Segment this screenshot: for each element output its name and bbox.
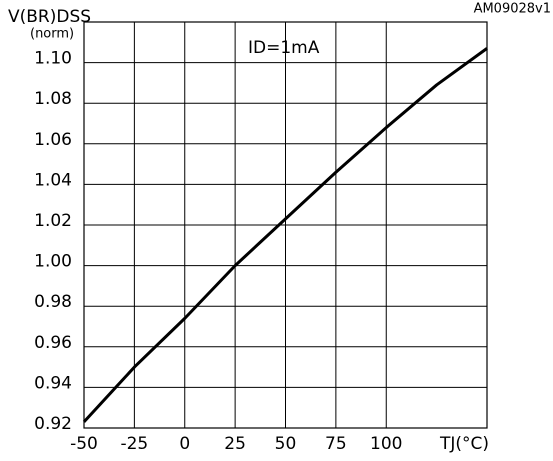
x-tick-label: 0 [179,434,190,454]
y-tick-label: 1.00 [34,252,72,272]
y-tick-label: 1.02 [34,211,72,231]
y-tick-label: 0.98 [34,292,72,312]
y-tick-label: 1.10 [34,49,72,69]
plot-frame [83,21,488,429]
x-axis-label: TJ(°C) [439,434,489,454]
x-tick-label: -25 [120,434,148,454]
x-tick-label: 100 [370,434,402,454]
y-tick-label: 0.94 [34,373,72,393]
annotation: ID=1mA [248,38,320,58]
curve [82,47,488,423]
y-axis-unit: (norm) [30,27,74,42]
y-tick-label: 1.08 [34,89,72,109]
y-tick-label: 1.04 [34,170,72,190]
figure-code: AM09028v1 [474,2,551,17]
x-tick-label: 75 [325,434,347,454]
y-axis-label: V(BR)DSS [8,7,91,27]
y-tick-label: 1.06 [34,130,72,150]
y-tick-label: 0.92 [34,414,72,434]
x-tick-label: 50 [275,434,297,454]
y-tick-label: 0.96 [34,333,72,353]
x-tick-label: 25 [224,434,246,454]
x-tick-label: -50 [70,434,98,454]
